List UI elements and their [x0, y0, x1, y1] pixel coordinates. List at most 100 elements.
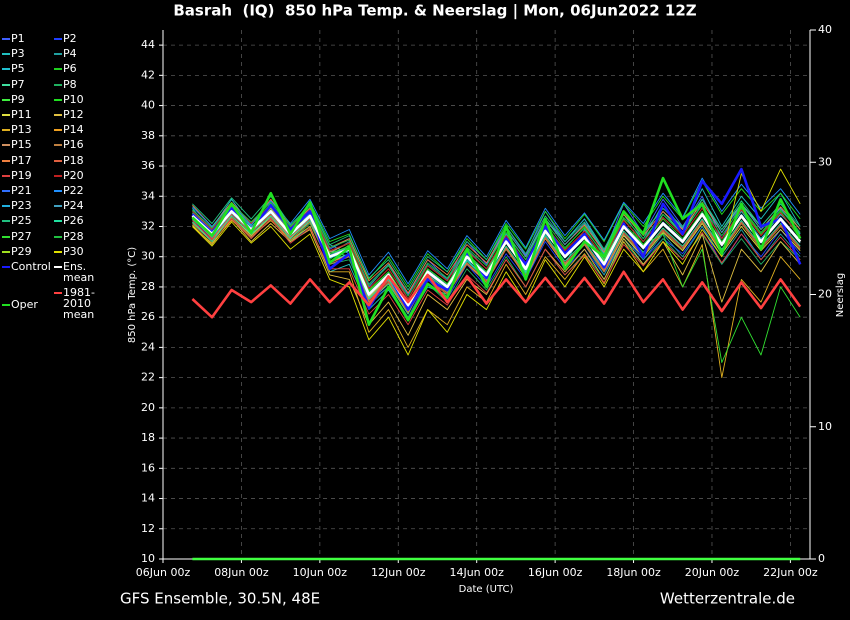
legend-label: P11 [11, 108, 32, 121]
y2-axis-label: Neerslag [835, 273, 846, 317]
x-axis-label: Date (UTC) [459, 584, 514, 595]
y2-tick-label: 20 [818, 288, 832, 301]
legend-item: P7 [2, 79, 66, 90]
x-tick-label: 12Jun 00z [371, 566, 426, 579]
legend-label: Control [11, 260, 51, 273]
x-tick-label: 14Jun 00z [449, 566, 504, 579]
y-tick-label: 28 [141, 280, 155, 293]
series-line [192, 201, 801, 297]
legend-swatch [2, 83, 10, 86]
y-tick-label: 44 [141, 38, 155, 51]
legend-label: P21 [11, 184, 32, 197]
legend-swatch [54, 220, 62, 223]
series-line [192, 219, 801, 379]
legend-swatch [54, 144, 62, 147]
y-axis-label: 850 hPa Temp. (°C) [127, 247, 138, 343]
legend-swatch [54, 129, 62, 132]
y-tick-label: 30 [141, 250, 155, 263]
legend-item: P12 [54, 109, 118, 120]
legend-item: P5 [2, 63, 66, 74]
legend-label: P26 [63, 214, 84, 228]
legend-swatch [2, 304, 10, 306]
y-tick-label: 32 [141, 219, 155, 232]
legend-label: P22 [63, 184, 84, 197]
legend-item: P2 [54, 33, 118, 44]
x-tick-label: 06Jun 00z [136, 566, 191, 579]
legend-label: P29 [11, 244, 32, 258]
x-tick-label: 08Jun 00z [214, 566, 269, 579]
y-tick-label: 34 [141, 189, 155, 202]
y-tick-label: 12 [141, 522, 155, 535]
legend-item: P27 [2, 231, 66, 242]
legend-item: P22 [54, 185, 118, 196]
legend-swatch [2, 174, 10, 177]
y2-tick-label: 10 [818, 420, 832, 433]
legend-label: P24 [63, 199, 84, 213]
legend-label: P19 [11, 168, 32, 182]
y-tick-label: 24 [141, 340, 155, 353]
x-tick-label: 18Jun 00z [606, 566, 661, 579]
legend-swatch [54, 53, 62, 56]
legend-label: P6 [63, 62, 77, 76]
legend-item: P29 [2, 246, 66, 257]
legend-label: P4 [63, 47, 77, 61]
y2-tick-label: 40 [818, 23, 832, 36]
x-tick-label: 10Jun 00z [293, 566, 348, 579]
legend-item: P15 [2, 139, 66, 150]
series-line [192, 177, 801, 285]
legend-item: P18 [54, 155, 118, 166]
legend-label: 1981-2010 mean [63, 286, 95, 321]
legend-item: P30 [54, 246, 118, 257]
legend-item: P28 [54, 231, 118, 242]
y-tick-label: 36 [141, 159, 155, 172]
series-line [192, 195, 801, 291]
series-line [192, 210, 801, 318]
legend-swatch [2, 98, 10, 101]
y2-tick-label: 30 [818, 155, 832, 168]
legend-item: P16 [54, 139, 118, 150]
legend-swatch [2, 144, 10, 147]
legend-label: P5 [11, 62, 25, 76]
legend-swatch [54, 266, 62, 268]
legend-swatch [2, 68, 10, 71]
series-line [192, 198, 801, 294]
legend-label: P3 [11, 47, 25, 61]
legend-swatch [2, 129, 10, 132]
legend-label: P8 [63, 77, 77, 91]
legend-label: P27 [11, 229, 32, 243]
series-line [192, 215, 801, 311]
y-tick-label: 18 [141, 431, 155, 444]
legend-swatch [2, 235, 10, 238]
series-line [192, 216, 801, 314]
x-tick-label: 22Jun 00z [763, 566, 818, 579]
legend-swatch [2, 266, 10, 268]
footer-right: Wetterzentrale.de [660, 590, 795, 608]
legend-label: Ens. mean [63, 260, 95, 284]
legend-label: P9 [11, 92, 25, 106]
series-line [191, 270, 802, 319]
y-tick-label: 22 [141, 371, 155, 384]
legend-swatch [54, 114, 62, 116]
footer-left: GFS Ensemble, 30.5N, 48E [120, 590, 320, 608]
legend-item: Ens. mean [54, 261, 118, 283]
legend-swatch [2, 53, 10, 56]
legend-swatch [2, 114, 10, 116]
legend-swatch [2, 250, 10, 253]
legend-item: P14 [54, 124, 118, 135]
legend-swatch [54, 190, 62, 192]
y-tick-label: 20 [141, 401, 155, 414]
legend-swatch [54, 68, 62, 71]
legend-label: P14 [63, 123, 84, 137]
legend-item: Control [2, 261, 66, 272]
legend-swatch [2, 205, 10, 208]
y2-tick-label: 0 [818, 552, 825, 565]
legend-label: P12 [63, 108, 84, 121]
legend-item: P6 [54, 63, 118, 74]
legend-label: P23 [11, 199, 32, 213]
legend-swatch [54, 250, 62, 253]
legend-label: P30 [63, 244, 84, 258]
legend-swatch [54, 174, 62, 177]
legend-item: P24 [54, 200, 118, 211]
